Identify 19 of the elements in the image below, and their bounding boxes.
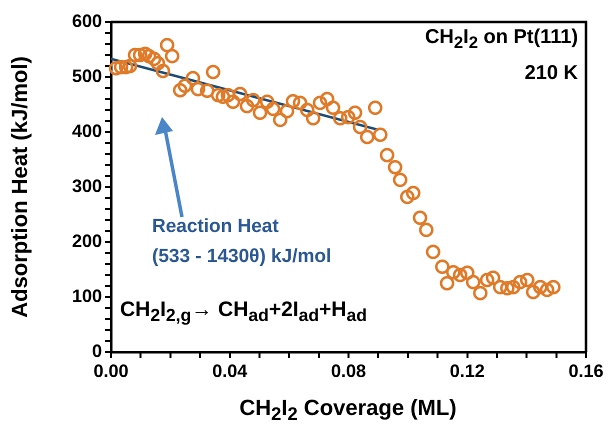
x-tick-label: 0.04 xyxy=(212,360,248,381)
text: CH$_{2}$I$_{2,g}$→ CH$_{ad}$+2I$_{ad}$+H$_{ad}$ xyxy=(120,298,367,326)
y-tick-label: 300 xyxy=(72,176,102,196)
y-tick-label: 200 xyxy=(72,230,102,251)
x-tick-label: 0.08 xyxy=(330,360,366,381)
x-tick-label: 0.16 xyxy=(568,360,604,381)
y-tick-label: 100 xyxy=(72,286,102,306)
annotation: (533 - 1430θ) kJ/mol xyxy=(152,246,332,268)
x-tick-label: 0.12 xyxy=(450,360,485,381)
y-tick-label: 500 xyxy=(72,66,102,86)
x-tick-label: 0.00 xyxy=(93,360,129,381)
annotation: Reaction Heat xyxy=(152,216,279,238)
y-axis-title: Adsorption Heat (kJ/mol) xyxy=(7,56,33,318)
annotation: 210 K xyxy=(524,62,578,85)
y-tick-label: 0 xyxy=(92,340,102,361)
y-tick-label: 400 xyxy=(72,120,102,141)
x-axis-title: CH$_{2}$I$_{2}$ Coverage (ML) xyxy=(239,394,457,426)
annotation: CH$_{2}$I$_{2}$ on Pt(111) xyxy=(424,26,578,53)
y-tick-label: 600 xyxy=(72,10,102,31)
